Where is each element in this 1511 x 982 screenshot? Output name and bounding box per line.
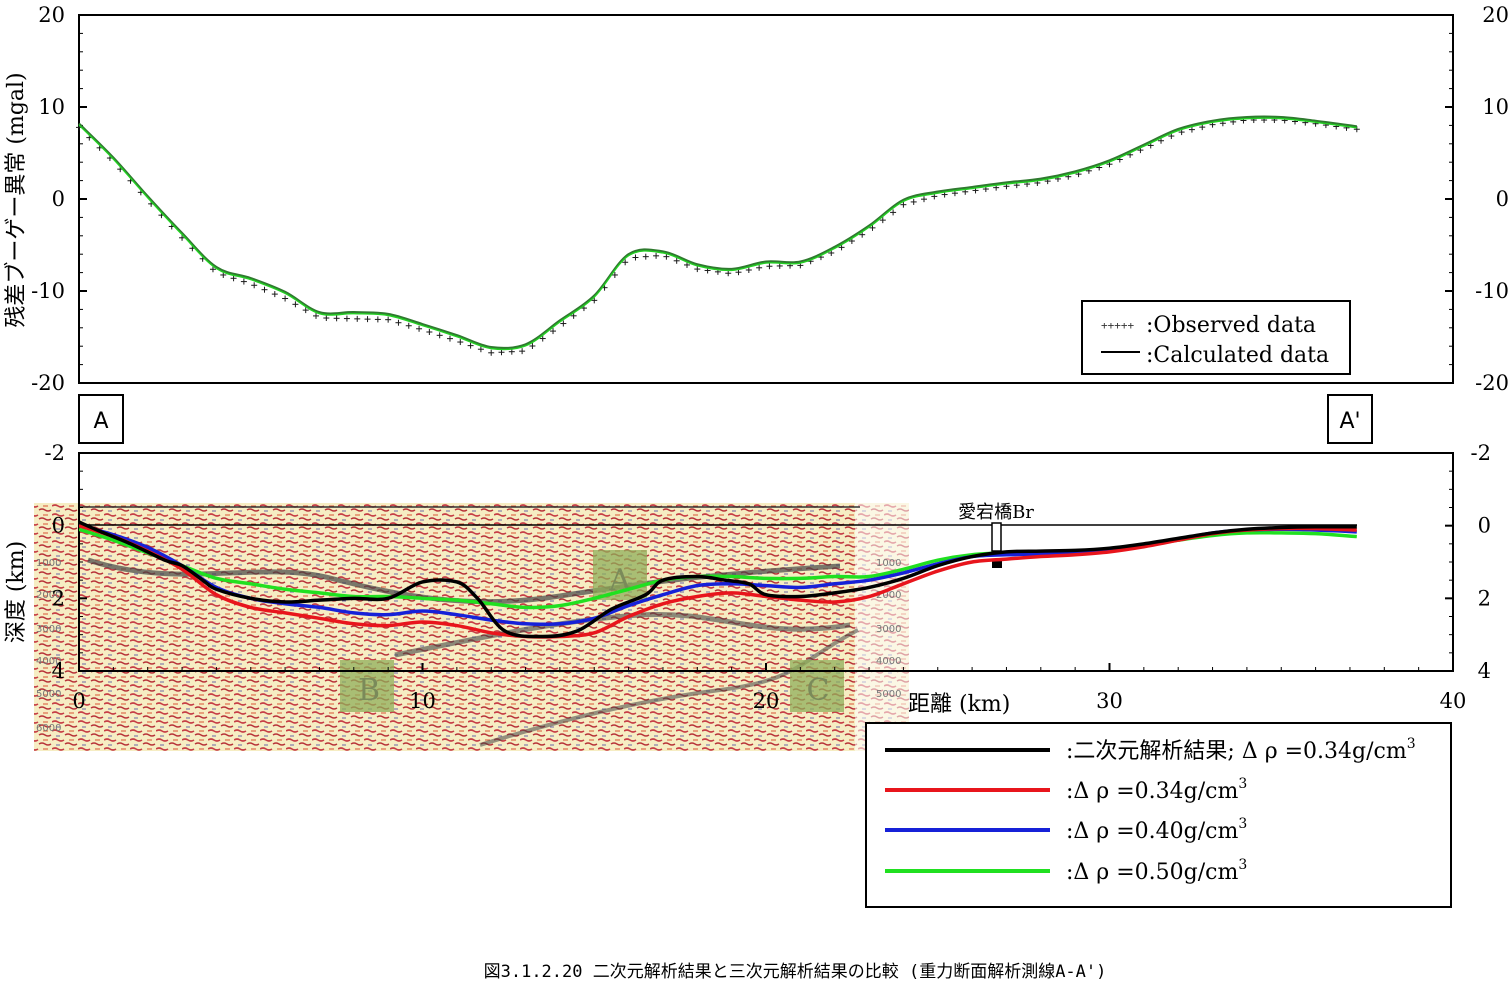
- observed-data-point: [292, 301, 298, 307]
- legend-2d-result-label: :二次元解析結果; Δ ρ =0.34g/cm3: [1066, 736, 1416, 764]
- observed-data-point: [395, 320, 401, 326]
- legend-observed-label: :Observed data: [1146, 313, 1316, 338]
- bottom-y-tick-label-left: 0: [52, 514, 65, 538]
- legend-050-label: :Δ ρ =0.50g/cm3: [1066, 857, 1247, 885]
- legend-040-text: :Δ ρ =0.40g/cm: [1066, 819, 1238, 844]
- bridge-label: 愛宕橋Br: [958, 502, 1034, 523]
- legend-2d-result-sup: 3: [1407, 736, 1416, 752]
- seismic-depth-label-right: 5000: [876, 689, 901, 700]
- legend-040-sup: 3: [1238, 816, 1247, 832]
- bottom-x-tick-label: 30: [1096, 689, 1123, 713]
- legend-034-text: :Δ ρ =0.34g/cm: [1066, 779, 1238, 804]
- observed-data-point: [334, 315, 340, 321]
- bottom-y-tick-label-right: 2: [1478, 586, 1491, 610]
- legend-040-label: :Δ ρ =0.40g/cm3: [1066, 816, 1247, 844]
- top-y-axis-label: 残差ブーゲー異常 (mgal): [4, 72, 29, 327]
- observed-data-point: [457, 339, 463, 345]
- observed-data-point: [323, 315, 329, 321]
- seismic-depth-label-left: 5000: [36, 689, 61, 700]
- bottom-y-tick-label-left: -2: [45, 441, 65, 465]
- observed-data-point: [272, 291, 278, 297]
- observed-data-point: [437, 332, 443, 338]
- observed-data-point: [354, 316, 360, 322]
- bottom-y-tick-label-left: 4: [52, 659, 65, 683]
- legend-034-sup: 3: [1238, 776, 1247, 792]
- bottom-y-axis-label: 深度 (km): [4, 541, 29, 643]
- legend-calculated-label: :Calculated data: [1146, 343, 1329, 368]
- section-label-a: A: [79, 395, 123, 443]
- seismic-depth-label-left: 1000: [36, 558, 61, 569]
- seismic-depth-label-left: 6000: [36, 723, 61, 734]
- top-y-tick-label-right: 10: [1482, 95, 1509, 119]
- legend-050-sup: 3: [1238, 857, 1247, 873]
- top-y-tick-label-right: 20: [1482, 3, 1509, 27]
- observed-data-point: [241, 279, 247, 285]
- observed-data-point: [447, 336, 453, 342]
- seismic-depth-label-right: 4000: [876, 656, 901, 667]
- observed-data-point: [632, 254, 638, 260]
- bottom-x-tick-label: 10: [409, 689, 436, 713]
- observed-data-point: [282, 296, 288, 302]
- bottom-x-tick-label: 20: [753, 689, 780, 713]
- observed-data-point: [365, 316, 371, 322]
- bottom-y-tick-label-right: 0: [1478, 514, 1491, 538]
- top-legend: +++++ :Observed data :Calculated data: [1082, 301, 1350, 374]
- seismic-zone-c: C: [790, 660, 844, 712]
- observed-data-point: [653, 253, 659, 259]
- top-y-tick-label-left: -20: [31, 371, 65, 395]
- observed-data-point: [406, 323, 412, 329]
- top-y-tick-labels-right: 20 10 0 -10 -20: [1475, 3, 1509, 395]
- section-label-a-prime-text: A': [1339, 409, 1360, 434]
- top-y-tick-label-left: 10: [38, 95, 65, 119]
- observed-data-point: [488, 350, 494, 356]
- bridge-marker-outline: [992, 523, 1001, 551]
- seismic-zone-b: B: [340, 660, 394, 712]
- bottom-x-tick-label: 40: [1440, 689, 1467, 713]
- seismic-depth-label-left: 3000: [36, 624, 61, 635]
- top-y-tick-label-right: -10: [1475, 279, 1509, 303]
- observed-data-point: [385, 317, 391, 323]
- legend-034-label: :Δ ρ =0.34g/cm3: [1066, 776, 1247, 804]
- seismic-depth-label-right: 1000: [876, 558, 901, 569]
- observed-data-point: [416, 326, 422, 332]
- observed-data-point: [344, 316, 350, 322]
- observed-data-point: [643, 254, 649, 260]
- zone-b-label: B: [358, 673, 380, 708]
- legend-observed-marker: +++++: [1101, 319, 1134, 332]
- observed-data-point: [375, 316, 381, 322]
- legend-2d-result-text: :二次元解析結果; Δ ρ =0.34g/cm: [1066, 739, 1407, 764]
- top-y-tick-label-left: 20: [38, 3, 65, 27]
- bottom-y-tick-labels-right: -2 0 2 4: [1471, 441, 1491, 683]
- section-label-a-prime: A': [1328, 395, 1372, 443]
- bottom-legend: :二次元解析結果; Δ ρ =0.34g/cm3 :Δ ρ =0.34g/cm3…: [866, 723, 1451, 907]
- observed-data-point: [766, 263, 772, 269]
- top-y-tick-label-right: -20: [1475, 371, 1509, 395]
- observed-data-point: [251, 282, 257, 288]
- observed-data-point: [426, 329, 432, 335]
- bottom-x-axis-label: 距離 (km): [908, 692, 1010, 717]
- top-y-tick-label-left: 0: [52, 187, 65, 211]
- figure-caption: 図3.1.2.20 二次元解析結果と三次元解析結果の比較 (重力断面解析測線A-…: [484, 962, 1107, 982]
- top-y-tick-label-right: 0: [1496, 187, 1509, 211]
- bottom-x-tick-label: 0: [72, 689, 85, 713]
- bottom-y-tick-label-right: -2: [1471, 441, 1491, 465]
- top-y-tick-labels-left: 20 10 0 -10 -20: [31, 3, 65, 395]
- observed-data-point: [921, 196, 927, 202]
- top-y-tick-label-left: -10: [31, 279, 65, 303]
- bottom-y-tick-label-right: 4: [1478, 659, 1491, 683]
- observed-data-point: [911, 199, 917, 205]
- zone-c-label: C: [807, 673, 830, 708]
- observed-data-point: [261, 287, 267, 293]
- bottom-y-tick-label-left: 2: [52, 586, 65, 610]
- seismic-depth-label-right: 3000: [876, 624, 901, 635]
- section-label-a-text: A: [93, 409, 108, 434]
- legend-050-text: :Δ ρ =0.50g/cm: [1066, 860, 1238, 885]
- observed-data-point: [519, 348, 525, 354]
- observed-data-point: [756, 265, 762, 271]
